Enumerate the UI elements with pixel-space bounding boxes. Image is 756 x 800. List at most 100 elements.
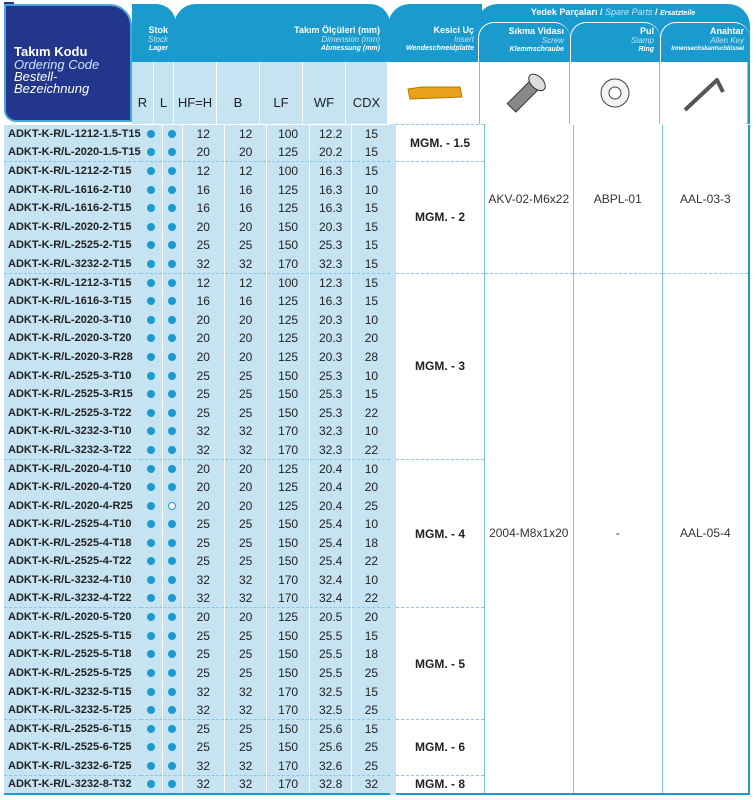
- ordering-code: ADKT-K-R/L-3232-2-T15: [4, 254, 141, 274]
- dim-value: 15: [351, 626, 394, 646]
- dim-value: 15: [351, 198, 394, 218]
- dim-value: 125: [266, 291, 310, 311]
- stock-dot-icon: [147, 278, 156, 287]
- stock-r: [140, 645, 163, 664]
- stock-dot-icon: [168, 613, 177, 622]
- table-row: ADKT-K-R/L-2020-3-T10 20 20 125 20.3 10: [4, 310, 749, 330]
- dim-value: 32: [182, 774, 225, 794]
- dim-value: 22: [351, 440, 394, 460]
- dim-value: 32.6: [309, 756, 353, 776]
- stock-dot-icon: [147, 371, 156, 380]
- dim-value: 20: [182, 329, 225, 348]
- stock-dot-icon: [147, 445, 156, 454]
- dim-value: 20: [224, 329, 268, 348]
- stock-l: [162, 347, 183, 367]
- insert-code: MGM. - 5: [390, 607, 485, 720]
- ordering-code: ADKT-K-R/L-1616-2-T10: [4, 180, 141, 199]
- dim-value: 25.6: [309, 719, 353, 739]
- dim-value: 170: [266, 774, 310, 794]
- dim-value: 25: [351, 756, 394, 776]
- spare-tr: Yedek Parçaları: [530, 7, 598, 17]
- dim-value: 32.4: [309, 589, 353, 608]
- stock-l: [162, 663, 183, 683]
- stock-dot-icon: [147, 315, 156, 324]
- dim-value: 125: [266, 607, 310, 627]
- dim-value: 20.5: [309, 607, 353, 627]
- stock-l: [162, 477, 183, 497]
- dim-value: 12: [224, 124, 268, 144]
- dim-value: 16: [182, 180, 225, 199]
- dim-value: 125: [266, 477, 310, 497]
- stock-l: [162, 310, 183, 330]
- insert-code: MGM. - 8: [390, 774, 485, 794]
- dim-value: 25.3: [309, 366, 353, 385]
- dim-value: 20: [182, 310, 225, 330]
- stock-dot-icon: [168, 743, 177, 752]
- dim-value: 10: [351, 366, 394, 385]
- stock-dot-icon: [147, 204, 156, 213]
- stock-l: [162, 254, 183, 274]
- stock-dot-icon: [168, 483, 177, 492]
- dim-value: 10: [351, 570, 394, 590]
- insert-tr: Kesici Uç: [433, 25, 474, 35]
- stock-dot-icon: [147, 705, 156, 714]
- stock-r: [140, 291, 163, 311]
- insert-code: MGM. - 6: [390, 719, 485, 776]
- stock-dot-icon: [147, 259, 156, 268]
- product-table: ADKT-K-R/L-1212-1.5-T15 12 12 100 12.2 15 MGM.…: [4, 123, 750, 795]
- dim-value: 32: [182, 589, 225, 608]
- dim-value: 32: [224, 422, 268, 441]
- code-title-en: Ordering Code: [14, 57, 100, 72]
- stock-r: [140, 774, 163, 794]
- dim-value: 150: [266, 719, 310, 739]
- dim-value: 20: [182, 143, 225, 162]
- table-row: ADKT-K-R/L-2525-5-T25 25 25 150 25.5 25: [4, 663, 749, 683]
- dim-value: 20: [182, 477, 225, 497]
- dim-value: 25.5: [309, 663, 353, 683]
- ordering-code: ADKT-K-R/L-1212-2-T15: [4, 161, 141, 181]
- stock-dot-icon: [168, 167, 177, 176]
- dims-en: Dimension (mm): [321, 35, 380, 44]
- dim-value: 25: [351, 496, 394, 515]
- ordering-code: ADKT-K-R/L-1212-1.5-T15: [4, 124, 141, 144]
- dim-value: 20: [182, 496, 225, 515]
- ordering-code: ADKT-K-R/L-1212-3-T15: [4, 272, 141, 292]
- stock-dot-icon: [147, 483, 156, 492]
- stock-dot-icon: [147, 222, 156, 231]
- dim-value: 25.5: [309, 626, 353, 646]
- dim-value: 20: [224, 458, 268, 478]
- dim-value: 32: [182, 756, 225, 776]
- stock-dot-icon: [147, 148, 156, 157]
- stock-dot-icon: [147, 427, 156, 436]
- stock-r: [140, 422, 163, 441]
- key-header: Anahtar Allen Key Innensechskantschlüssel: [660, 22, 750, 62]
- ordering-code: ADKT-K-R/L-2525-5-T25: [4, 663, 141, 683]
- stock-dot-icon: [168, 259, 177, 268]
- dim-value: 12.3: [309, 272, 353, 292]
- stock-dot-icon: [147, 538, 156, 547]
- stock-dot-icon: [147, 594, 156, 603]
- stock-r: [140, 663, 163, 683]
- col-b: B: [217, 62, 260, 124]
- stock-dot-icon: [168, 557, 177, 566]
- dim-value: 170: [266, 589, 310, 608]
- dim-value: 10: [351, 422, 394, 441]
- stock-dot-icon: [147, 167, 156, 176]
- dim-value: 25: [182, 663, 225, 683]
- table-row: ADKT-K-R/L-1212-3-T15 12 12 100 12.3 15 MGM. -…: [4, 272, 749, 794]
- stock-en: Stock: [147, 35, 168, 44]
- stock-r: [140, 514, 163, 534]
- dim-value: 150: [266, 384, 310, 404]
- ordering-code: ADKT-K-R/L-3232-5-T25: [4, 700, 141, 720]
- stock-dot-icon: [168, 204, 177, 213]
- dim-value: 12: [182, 124, 225, 144]
- dim-value: 32.4: [309, 570, 353, 590]
- dim-value: 25: [224, 626, 268, 646]
- stock-dot-icon: [147, 557, 156, 566]
- dim-value: 25: [224, 236, 268, 255]
- dim-value: 16: [224, 180, 268, 199]
- insert-en: Insert: [453, 35, 474, 44]
- stock-l: [162, 552, 183, 571]
- stock-dot-icon: [147, 687, 156, 696]
- stock-dot-icon: [147, 669, 156, 678]
